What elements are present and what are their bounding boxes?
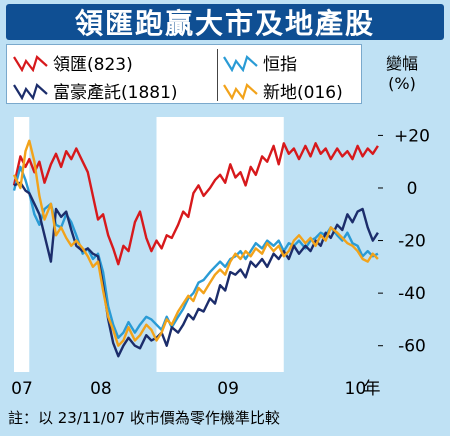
legend-divider <box>217 49 218 101</box>
y-tick-label: -20 <box>398 232 426 252</box>
x-tick-label: 10 <box>345 379 367 399</box>
title-banner: 領匯跑贏大市及地產股 <box>6 4 444 40</box>
legend-item-regal-reit: 富豪產託(1881) <box>13 78 178 103</box>
legend-swatch <box>223 54 258 72</box>
legend-label: 富豪產託(1881) <box>53 83 178 103</box>
y-tick-label: +20 <box>394 126 430 146</box>
zigzag-line-icon <box>223 82 258 100</box>
y-axis-unit-label: 變幅 (%) <box>372 54 432 94</box>
legend-swatch <box>13 82 48 100</box>
y-tick-label: -60 <box>398 337 426 357</box>
chart-title: 領匯跑贏大市及地產股 <box>74 7 375 40</box>
legend-item-link-reit: 領匯(823) <box>13 50 133 75</box>
legend-label: 領匯(823) <box>53 55 133 75</box>
series-line <box>12 139 379 347</box>
legend-swatch <box>13 54 48 72</box>
legend-label: 新地(016) <box>263 83 343 103</box>
year-band <box>283 117 383 372</box>
footnote: 註：以 23/11/07 收市價為零作機準比較 <box>8 409 280 427</box>
legend-item-hang-seng: 恒指 <box>223 50 297 75</box>
x-tick-label: 07 <box>11 379 33 399</box>
x-tick-label: 09 <box>217 379 239 399</box>
x-axis-unit-label: 年 <box>364 379 381 399</box>
series-line <box>12 142 379 266</box>
y-tick-label: -40 <box>398 284 426 304</box>
legend-item-shk-properties: 新地(016) <box>223 78 343 103</box>
x-tick-label: 08 <box>90 379 112 399</box>
legend-label: 恒指 <box>263 55 297 75</box>
y-axis-unit-line1: 變幅 <box>385 54 418 73</box>
zigzag-line-icon <box>13 54 48 72</box>
y-axis-unit-line2: (%) <box>388 74 416 93</box>
legend-swatch <box>223 82 258 100</box>
y-tick-label: 0 <box>407 179 418 199</box>
series-line <box>12 165 379 339</box>
zigzag-line-icon <box>13 82 48 100</box>
legend: 領匯(823) 恒指 富豪產託(1881) 新地(016) <box>6 44 362 104</box>
year-band <box>29 117 157 372</box>
zigzag-line-icon <box>223 54 258 72</box>
